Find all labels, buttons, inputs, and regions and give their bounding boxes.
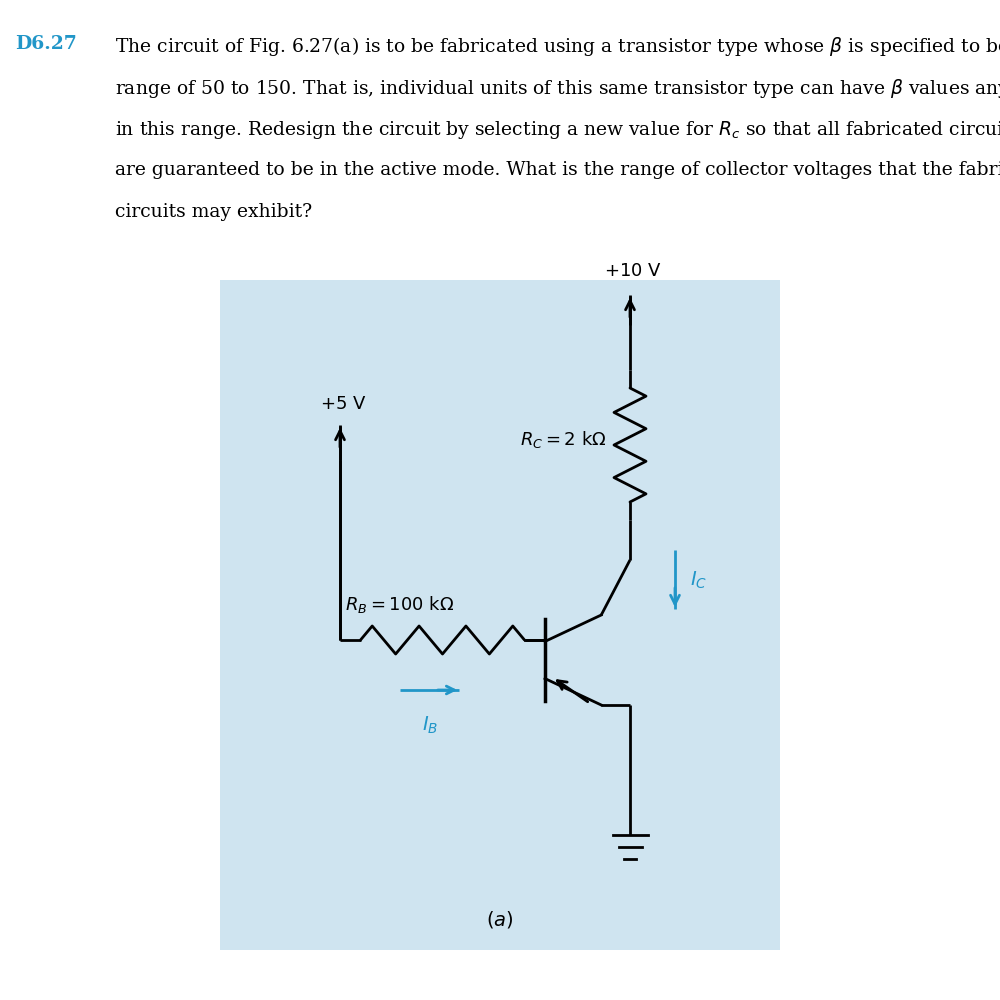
Text: The circuit of Fig. 6.27(a) is to be fabricated using a transistor type whose $\: The circuit of Fig. 6.27(a) is to be fab… (115, 35, 1000, 58)
Text: in this range. Redesign the circuit by selecting a new value for $R_c$ so that a: in this range. Redesign the circuit by s… (115, 119, 1000, 141)
Text: $+5\ \mathrm{V}$: $+5\ \mathrm{V}$ (320, 395, 366, 413)
Bar (220, 280, 780, 950)
Text: $R_B = 100\ \mathrm{k}\Omega$: $R_B = 100\ \mathrm{k}\Omega$ (345, 594, 454, 615)
Text: D6.27: D6.27 (15, 35, 77, 53)
Text: $I_C$: $I_C$ (690, 569, 707, 591)
Text: $+10\ \mathrm{V}$: $+10\ \mathrm{V}$ (604, 262, 662, 280)
Text: are guaranteed to be in the active mode. What is the range of collector voltages: are guaranteed to be in the active mode.… (115, 161, 1000, 179)
Text: circuits may exhibit?: circuits may exhibit? (115, 203, 312, 221)
Text: range of 50 to 150. That is, individual units of this same transistor type can h: range of 50 to 150. That is, individual … (115, 77, 1000, 100)
Text: $I_B$: $I_B$ (422, 715, 438, 736)
Text: $(a)$: $(a)$ (486, 909, 514, 930)
Text: $R_C = 2\ \mathrm{k}\Omega$: $R_C = 2\ \mathrm{k}\Omega$ (520, 430, 607, 450)
